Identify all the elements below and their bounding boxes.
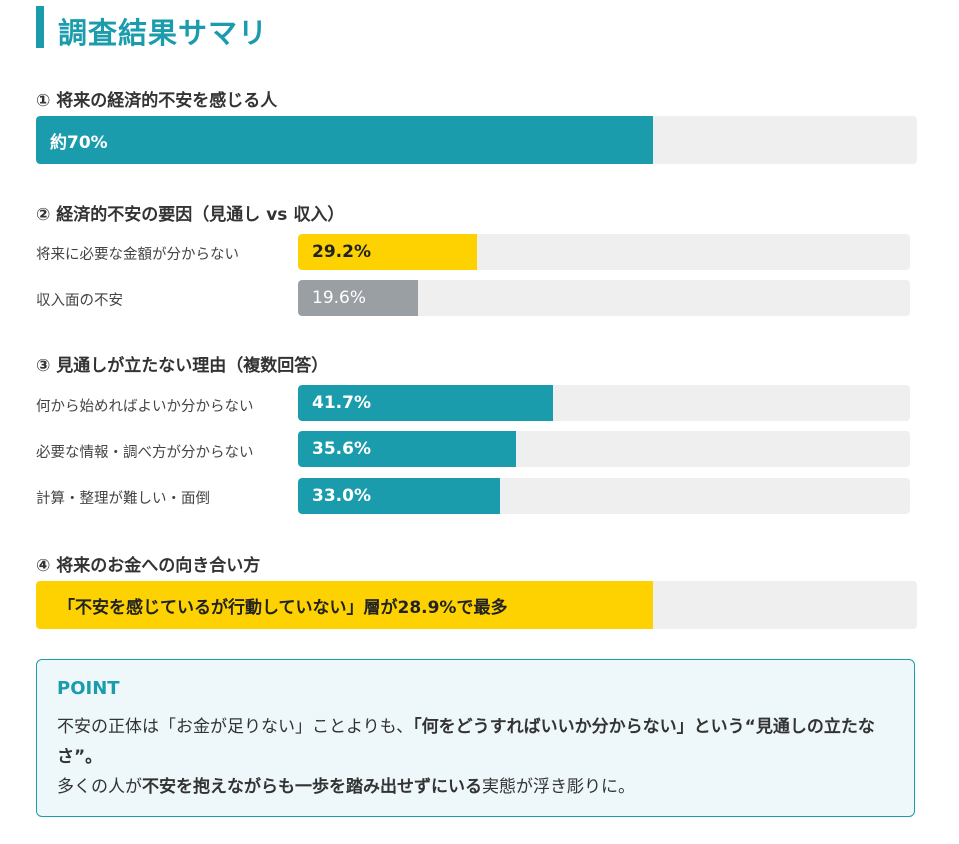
bar-fill: [298, 478, 500, 514]
bar-value-label: 33.0%: [312, 486, 371, 506]
point-text-segment: 多くの人が: [57, 777, 142, 797]
bar-track: 33.0%: [298, 478, 910, 514]
point-box: POINT 不安の正体は「お金が足りない」ことよりも、「何をどうすればいいか分か…: [36, 659, 915, 817]
bar-fill: [298, 234, 477, 270]
bar-value-label: 35.6%: [312, 439, 371, 459]
bar-value-label: 29.2%: [312, 242, 371, 262]
bar-track: 19.6%: [298, 280, 910, 316]
bar-value-label: 約70%: [50, 132, 108, 153]
bar-track: 「不安を感じているが行動していない」層が28.9%で最多: [36, 581, 917, 629]
bar-category-label: 収入面の不安: [36, 293, 123, 309]
bar-category-label: 何から始めればよいか分からない: [36, 399, 254, 415]
bar-value-label: 19.6%: [312, 288, 367, 308]
bar-track: 35.6%: [298, 431, 910, 467]
bar-value-label: 41.7%: [312, 393, 371, 413]
bar-track: 約70%: [36, 116, 917, 164]
section-heading-1: ① 将来の経済的不安を感じる人: [36, 91, 278, 111]
point-text-segment: 不安の正体は「お金が足りない」ことよりも、: [57, 717, 414, 737]
point-text-segment: 実態が浮き彫りに。: [482, 777, 635, 797]
section-heading-4: ④ 将来のお金への向き合い方: [36, 556, 261, 576]
bar-category-label: 将来に必要な金額が分からない: [36, 247, 239, 263]
point-text-emphasis: 「何をどうすればいいか分からない」: [413, 717, 694, 737]
section-heading-2: ② 経済的不安の要因（見通し vs 収入）: [36, 205, 345, 225]
bar-fill: [298, 280, 418, 316]
bar-fill: [36, 116, 653, 164]
bar-value-label: 「不安を感じているが行動していない」層が28.9%で最多: [58, 597, 508, 618]
section-heading-3: ③ 見通しが立たない理由（複数回答）: [36, 356, 329, 376]
bar-fill: [298, 431, 516, 467]
bar-category-label: 計算・整理が難しい・面倒: [36, 491, 210, 507]
page-title: 調査結果サマリ: [58, 16, 269, 50]
point-text: 不安の正体は「お金が足りない」ことよりも、「何をどうすればいいか分からない」とい…: [57, 712, 897, 802]
point-text-emphasis: 不安を抱えながらも一歩を踏み出せずにいる: [142, 777, 482, 797]
bar-fill: [298, 385, 554, 421]
bar-track: 41.7%: [298, 385, 910, 421]
point-title: POINT: [57, 678, 120, 699]
bar-fill: [36, 581, 653, 629]
point-text-emphasis: という“見通しの立たなさ”。: [57, 717, 875, 767]
bar-category-label: 必要な情報・調べ方が分からない: [36, 445, 254, 461]
title-accent-bar: [36, 6, 44, 48]
bar-track: 29.2%: [298, 234, 910, 270]
